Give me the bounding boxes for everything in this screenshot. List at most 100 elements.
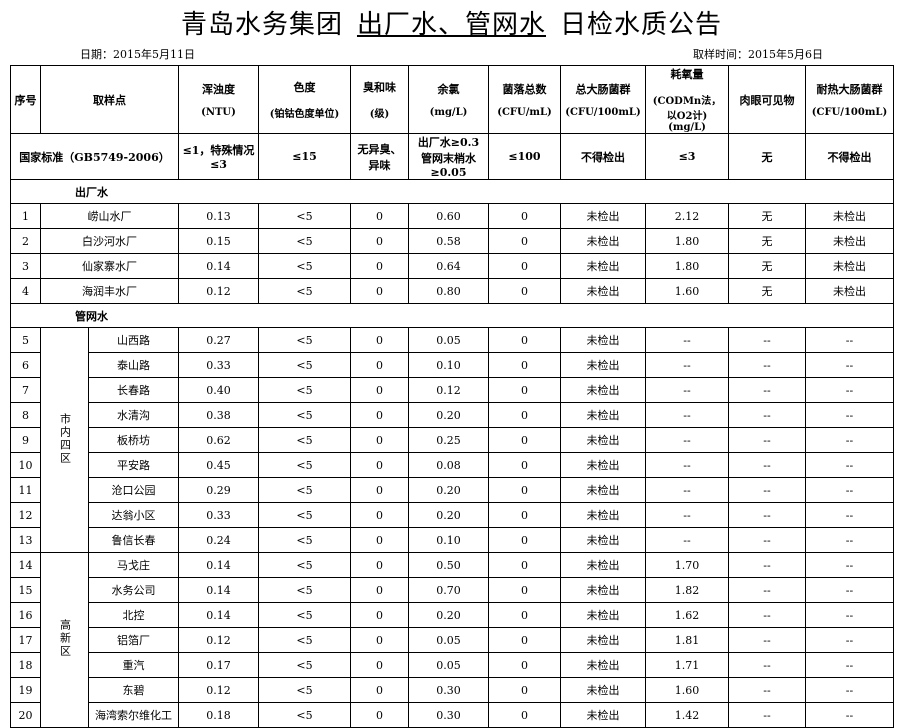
report-date: 日期：2015年5月11日 bbox=[80, 48, 195, 61]
value-cell: -- bbox=[805, 502, 894, 528]
header-cell: 浑浊度 (NTU) bbox=[178, 65, 259, 134]
value-cell: -- bbox=[728, 627, 806, 653]
value-cell: 0.27 bbox=[178, 327, 259, 353]
header-unit: (CFU/mL) bbox=[497, 107, 552, 118]
value-cell: -- bbox=[805, 452, 894, 478]
value-cell: 0.25 bbox=[408, 427, 489, 453]
value-cell: 1.82 bbox=[645, 577, 729, 603]
value-cell: -- bbox=[728, 702, 806, 728]
value-cell: 未检出 bbox=[560, 502, 646, 528]
point-cell: 重汽 bbox=[88, 652, 179, 678]
seq-cell: 18 bbox=[10, 652, 41, 678]
value-cell: <5 bbox=[258, 327, 351, 353]
seq-cell: 3 bbox=[10, 253, 41, 279]
value-cell: <5 bbox=[258, 228, 351, 254]
value-cell: 未检出 bbox=[560, 677, 646, 703]
value-cell: <5 bbox=[258, 452, 351, 478]
value-cell: <5 bbox=[258, 477, 351, 503]
section-row: 管网水 bbox=[10, 303, 894, 328]
seq-cell: 16 bbox=[10, 602, 41, 628]
seq-cell: 5 bbox=[10, 327, 41, 353]
seq-cell: 9 bbox=[10, 427, 41, 453]
value-cell: 0 bbox=[488, 228, 561, 254]
value-cell: 0 bbox=[488, 502, 561, 528]
value-cell: 0.12 bbox=[178, 278, 259, 304]
header-name: 耐热大肠菌群 bbox=[816, 83, 883, 96]
value-cell: 1.60 bbox=[645, 677, 729, 703]
value-cell: -- bbox=[645, 527, 729, 553]
header-unit: (CFU/100mL) bbox=[811, 107, 888, 118]
seq-cell: 4 bbox=[10, 278, 41, 304]
seq-cell: 8 bbox=[10, 402, 41, 428]
header-unit: (CFU/100mL) bbox=[565, 107, 641, 118]
seq-cell: 7 bbox=[10, 377, 41, 403]
value-cell: 0.14 bbox=[178, 253, 259, 279]
value-cell: 0 bbox=[488, 552, 561, 578]
value-cell: 0.60 bbox=[408, 203, 489, 229]
value-cell: <5 bbox=[258, 702, 351, 728]
data-row: 15 水务公司 0.14 <5 0 0.70 0 未检出 1.82 -- -- bbox=[10, 577, 894, 603]
seq-cell: 14 bbox=[10, 552, 41, 578]
value-cell: -- bbox=[805, 352, 894, 378]
value-cell: -- bbox=[728, 377, 806, 403]
value-cell: 0 bbox=[488, 652, 561, 678]
value-cell: 未检出 bbox=[560, 652, 646, 678]
value-cell: <5 bbox=[258, 402, 351, 428]
value-cell: 0 bbox=[488, 253, 561, 279]
standard-value: 不得检出 bbox=[560, 133, 646, 180]
value-cell: 0.10 bbox=[408, 527, 489, 553]
value-cell: 0 bbox=[350, 228, 409, 254]
value-cell: 0 bbox=[488, 527, 561, 553]
value-cell: -- bbox=[728, 652, 806, 678]
value-cell: 0.64 bbox=[408, 253, 489, 279]
point-cell: 铝箔厂 bbox=[88, 627, 179, 653]
header-unit: (级) bbox=[369, 109, 390, 120]
value-cell: 0 bbox=[350, 427, 409, 453]
value-cell: 未检出 bbox=[560, 228, 646, 254]
value-cell: 未检出 bbox=[560, 327, 646, 353]
value-cell: 0.20 bbox=[408, 477, 489, 503]
point-cell: 长春路 bbox=[88, 377, 179, 403]
value-cell: 0 bbox=[350, 677, 409, 703]
data-row: 16 北控 0.14 <5 0 0.20 0 未检出 1.62 -- -- bbox=[10, 602, 894, 628]
value-cell: 1.62 bbox=[645, 602, 729, 628]
header-unit: (mg/L) bbox=[429, 107, 468, 118]
value-cell: -- bbox=[645, 452, 729, 478]
value-cell: 未检出 bbox=[805, 228, 894, 254]
quality-table: 序号 取样点 浑浊度 (NTU) 色度 (铂钴色度单位) 臭和味 (级) 余氯 (mg/L) 菌落总… bbox=[10, 65, 894, 728]
value-cell: 0 bbox=[350, 552, 409, 578]
header-cell: 臭和味 (级) bbox=[350, 65, 409, 134]
value-cell: 0.80 bbox=[408, 278, 489, 304]
value-cell: -- bbox=[728, 427, 806, 453]
data-row: 6 泰山路 0.33 <5 0 0.10 0 未检出 -- -- -- bbox=[10, 352, 894, 378]
value-cell: -- bbox=[805, 327, 894, 353]
value-cell: 0.24 bbox=[178, 527, 259, 553]
data-row: 12 达翁小区 0.33 <5 0 0.20 0 未检出 -- -- -- bbox=[10, 502, 894, 528]
header-cell: 耗氧量 (CODMn法，以O2计)(mg/L) bbox=[645, 65, 729, 134]
point-cell: 东碧 bbox=[88, 677, 179, 703]
header-cell: 取样点 bbox=[40, 65, 179, 134]
value-cell: 0.33 bbox=[178, 352, 259, 378]
point-cell: 崂山水厂 bbox=[40, 203, 179, 229]
value-cell: -- bbox=[728, 452, 806, 478]
seq-cell: 1 bbox=[10, 203, 41, 229]
standard-value: 无异臭、异味 bbox=[350, 133, 409, 180]
value-cell: 0.05 bbox=[408, 627, 489, 653]
value-cell: 0.30 bbox=[408, 702, 489, 728]
value-cell: 0 bbox=[488, 203, 561, 229]
value-cell: 无 bbox=[728, 228, 806, 254]
value-cell: 0 bbox=[488, 427, 561, 453]
value-cell: 0.12 bbox=[408, 377, 489, 403]
header-cell: 菌落总数 (CFU/mL) bbox=[488, 65, 561, 134]
data-row: 11 沧口公园 0.29 <5 0 0.20 0 未检出 -- -- -- bbox=[10, 477, 894, 503]
group-cell: 高新区 bbox=[40, 552, 89, 728]
seq-cell: 12 bbox=[10, 502, 41, 528]
value-cell: 未检出 bbox=[560, 377, 646, 403]
seq-cell: 13 bbox=[10, 527, 41, 553]
value-cell: 0 bbox=[350, 452, 409, 478]
value-cell: 0.50 bbox=[408, 552, 489, 578]
value-cell: 0.10 bbox=[408, 352, 489, 378]
value-cell: 0.20 bbox=[408, 402, 489, 428]
value-cell: 0 bbox=[350, 602, 409, 628]
